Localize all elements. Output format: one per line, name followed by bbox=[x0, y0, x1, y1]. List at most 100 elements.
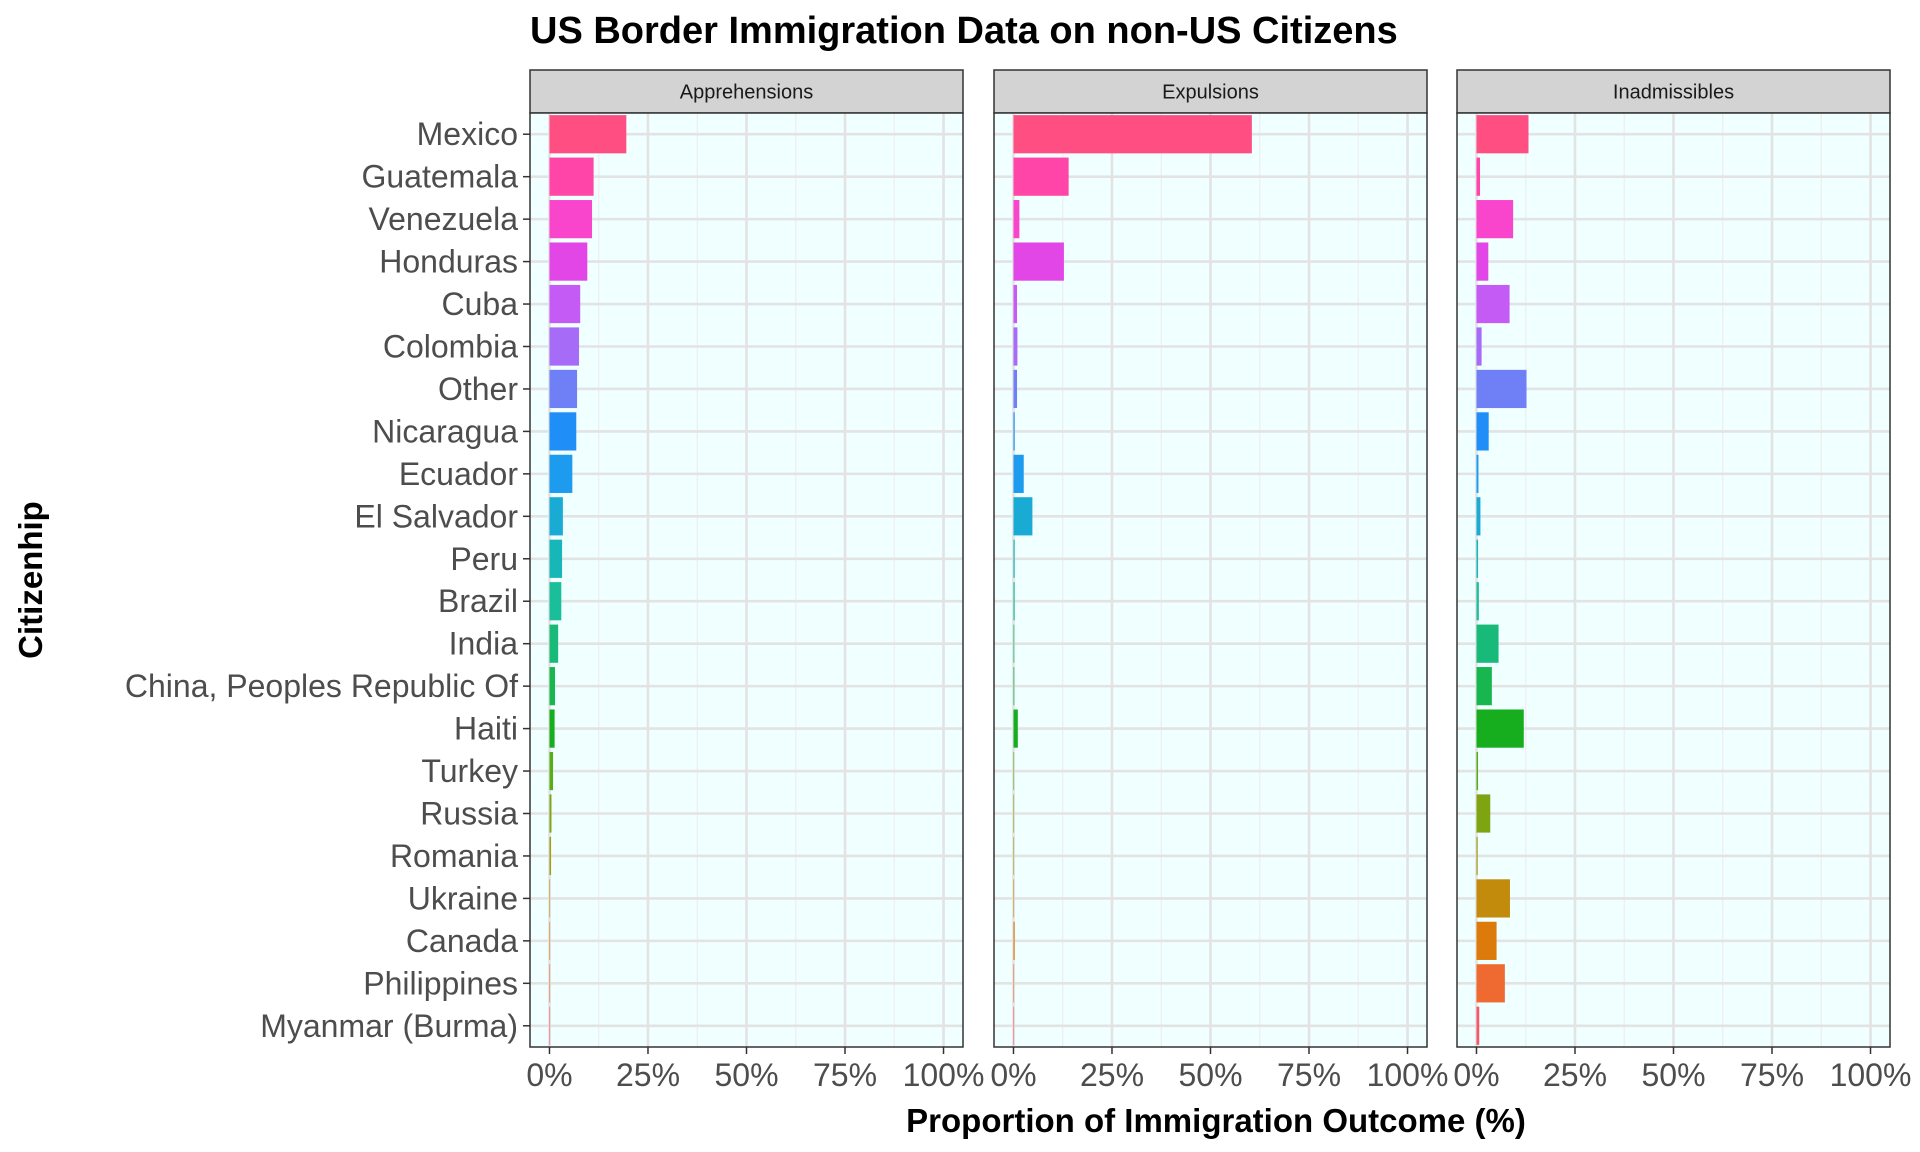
panel-inadmissibles: Inadmissibles 0% 25% 50% 75% 100% bbox=[1453, 70, 1911, 1093]
y-axis-title: Citizenhip bbox=[12, 501, 49, 659]
bar-expulsions-ukraine bbox=[1013, 879, 1014, 917]
y-tick-label-cuba: Cuba bbox=[442, 286, 519, 322]
bar-apprehensions-turkey bbox=[549, 752, 553, 790]
bar-inadmissibles-mexico bbox=[1476, 115, 1528, 153]
y-tick-label-other: Other bbox=[438, 371, 518, 407]
bar-expulsions-other bbox=[1013, 370, 1017, 408]
facet-panels: Apprehensions 0% 25% 50% 75% 100% Expulsions 0%… bbox=[526, 70, 1911, 1093]
bar-apprehensions-other bbox=[549, 370, 577, 408]
bar-apprehensions-guatemala bbox=[549, 158, 593, 196]
y-axis: Mexico Guatemala Venezuela Honduras Cuba Colo… bbox=[125, 116, 530, 1044]
y-tick-label-myanmar-burma: Myanmar (Burma) bbox=[260, 1008, 518, 1044]
bar-apprehensions-ecuador bbox=[549, 455, 572, 493]
y-tick-label-mexico: Mexico bbox=[417, 116, 518, 152]
bar-inadmissibles-myanmar-burma bbox=[1476, 1007, 1479, 1045]
bar-inadmissibles-ecuador bbox=[1476, 455, 1478, 493]
y-tick-label-ecuador: Ecuador bbox=[399, 456, 519, 492]
x-tick-label: 50% bbox=[1641, 1057, 1705, 1093]
bar-inadmissibles-brazil bbox=[1476, 582, 1478, 620]
y-tick-label-canada: Canada bbox=[406, 923, 518, 959]
y-tick-label-brazil: Brazil bbox=[438, 583, 518, 619]
x-tick-label: 25% bbox=[1080, 1057, 1144, 1093]
y-tick-label-romania: Romania bbox=[390, 838, 518, 874]
bar-inadmissibles-philippines bbox=[1476, 964, 1504, 1002]
bar-inadmissibles-canada bbox=[1476, 922, 1496, 960]
bar-inadmissibles-colombia bbox=[1476, 327, 1481, 365]
bar-apprehensions-mexico bbox=[549, 115, 626, 153]
strip-label-apprehensions: Apprehensions bbox=[680, 82, 813, 104]
bar-expulsions-china-peoples-republic-of bbox=[1013, 667, 1014, 705]
bar-apprehensions-brazil bbox=[549, 582, 561, 620]
x-tick-label: 50% bbox=[1178, 1057, 1242, 1093]
y-tick-label-russia: Russia bbox=[420, 796, 518, 832]
y-tick-label-venezuela: Venezuela bbox=[369, 201, 519, 237]
bar-expulsions-nicaragua bbox=[1013, 412, 1014, 450]
bar-inadmissibles-other bbox=[1476, 370, 1526, 408]
y-tick-label-el-salvador: El Salvador bbox=[354, 498, 518, 534]
x-tick-label: 75% bbox=[1740, 1057, 1804, 1093]
bar-inadmissibles-peru bbox=[1476, 540, 1478, 578]
bar-apprehensions-romania bbox=[549, 837, 551, 875]
bar-apprehensions-haiti bbox=[549, 709, 554, 747]
bar-expulsions-philippines bbox=[1013, 964, 1014, 1002]
y-tick-label-india: India bbox=[449, 626, 519, 662]
bar-apprehensions-peru bbox=[549, 540, 562, 578]
x-tick-label: 100% bbox=[1367, 1057, 1449, 1093]
bar-expulsions-turkey bbox=[1013, 752, 1014, 790]
bar-apprehensions-honduras bbox=[549, 242, 587, 280]
x-tick-label: 75% bbox=[813, 1057, 877, 1093]
y-tick-label-colombia: Colombia bbox=[383, 329, 518, 365]
bar-expulsions-canada bbox=[1013, 922, 1014, 960]
bar-expulsions-colombia bbox=[1013, 327, 1017, 365]
bar-expulsions-mexico bbox=[1013, 115, 1251, 153]
bar-apprehensions-russia bbox=[549, 794, 551, 832]
y-tick-label-philippines: Philippines bbox=[363, 965, 518, 1001]
y-tick-label-nicaragua: Nicaragua bbox=[372, 413, 518, 449]
x-axis-title: Proportion of Immigration Outcome (%) bbox=[906, 1102, 1526, 1139]
bar-apprehensions-ukraine bbox=[549, 879, 550, 917]
bar-expulsions-brazil bbox=[1013, 582, 1014, 620]
x-tick-label: 25% bbox=[616, 1057, 680, 1093]
x-tick-label: 75% bbox=[1277, 1057, 1341, 1093]
bar-inadmissibles-romania bbox=[1476, 837, 1477, 875]
bar-inadmissibles-cuba bbox=[1476, 285, 1509, 323]
bar-expulsions-honduras bbox=[1013, 242, 1063, 280]
bar-apprehensions-el-salvador bbox=[549, 497, 562, 535]
bar-apprehensions-venezuela bbox=[549, 200, 592, 238]
bar-apprehensions-india bbox=[549, 625, 558, 663]
bar-inadmissibles-honduras bbox=[1476, 242, 1488, 280]
bar-inadmissibles-el-salvador bbox=[1476, 497, 1480, 535]
x-tick-label: 0% bbox=[1453, 1057, 1499, 1093]
bar-apprehensions-colombia bbox=[549, 327, 579, 365]
x-tick-label: 100% bbox=[903, 1057, 985, 1093]
y-tick-label-ukraine: Ukraine bbox=[408, 880, 518, 916]
bar-inadmissibles-ukraine bbox=[1476, 879, 1509, 917]
bar-expulsions-myanmar-burma bbox=[1013, 1007, 1014, 1045]
bar-inadmissibles-china-peoples-republic-of bbox=[1476, 667, 1491, 705]
bar-expulsions-el-salvador bbox=[1013, 497, 1032, 535]
bar-expulsions-india bbox=[1013, 625, 1014, 663]
x-tick-label: 0% bbox=[990, 1057, 1036, 1093]
bar-apprehensions-canada bbox=[549, 922, 550, 960]
bar-expulsions-haiti bbox=[1013, 709, 1017, 747]
bar-apprehensions-myanmar-burma bbox=[549, 1007, 550, 1045]
panel-expulsions: Expulsions 0% 25% 50% 75% 100% bbox=[990, 70, 1448, 1093]
strip-label-expulsions: Expulsions bbox=[1162, 82, 1259, 104]
x-tick-label: 0% bbox=[526, 1057, 572, 1093]
y-tick-label-turkey: Turkey bbox=[421, 753, 518, 789]
bar-inadmissibles-guatemala bbox=[1476, 158, 1480, 196]
bar-expulsions-russia bbox=[1013, 794, 1014, 832]
bar-inadmissibles-nicaragua bbox=[1476, 412, 1488, 450]
chart-title: US Border Immigration Data on non-US Cit… bbox=[530, 10, 1398, 52]
y-tick-label-haiti: Haiti bbox=[454, 711, 518, 747]
y-tick-label-peru: Peru bbox=[450, 541, 518, 577]
bar-apprehensions-cuba bbox=[549, 285, 580, 323]
y-tick-label-honduras: Honduras bbox=[379, 244, 518, 280]
bar-expulsions-peru bbox=[1013, 540, 1014, 578]
strip-label-inadmissibles: Inadmissibles bbox=[1613, 82, 1734, 104]
bar-apprehensions-nicaragua bbox=[549, 412, 576, 450]
bar-inadmissibles-haiti bbox=[1476, 709, 1523, 747]
bar-inadmissibles-venezuela bbox=[1476, 200, 1513, 238]
bar-apprehensions-china-peoples-republic-of bbox=[549, 667, 555, 705]
